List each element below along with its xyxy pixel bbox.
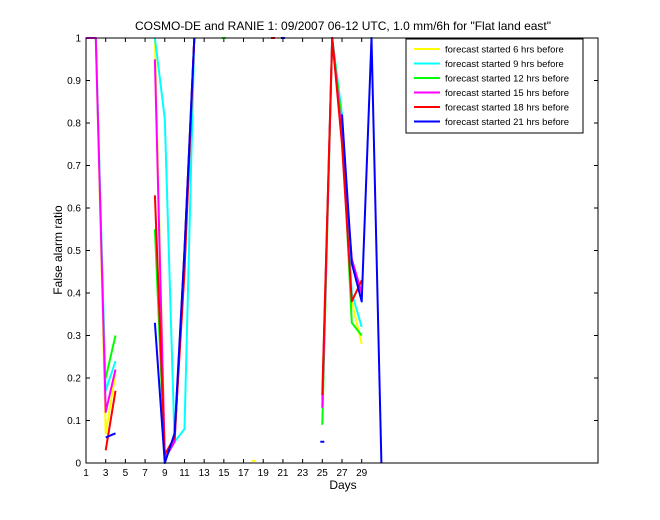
legend-entry: forecast started 15 hrs before	[445, 88, 569, 99]
x-tick-label: 27	[336, 468, 348, 479]
x-tick-label: 7	[142, 468, 148, 479]
legend-entry: forecast started 12 hrs before	[445, 74, 569, 85]
legend-entry: forecast started 18 hrs before	[445, 103, 569, 114]
series-line	[104, 335, 117, 379]
legend-entry: forecast started 21 hrs before	[445, 117, 569, 128]
x-tick-label: 1	[83, 468, 89, 479]
plot-area	[86, 37, 383, 464]
x-tick-label: 25	[317, 468, 329, 479]
ticks: 1 3 5 7 9 11 13 15 17 19 21 23 25 27 2900.10.20.30.40.…	[67, 34, 598, 479]
series-line	[104, 390, 117, 451]
legend: forecast started 6 hrs before forecast st…	[405, 38, 584, 134]
x-tick-label: 23	[297, 468, 309, 479]
series-line	[153, 37, 196, 464]
x-tick-label: 11	[179, 468, 190, 479]
series-line	[341, 37, 383, 464]
x-tick-label: 3	[103, 468, 109, 479]
y-tick-label: 0.8	[67, 119, 81, 130]
series-line	[105, 432, 116, 439]
series-line	[321, 37, 363, 396]
y-axis-label: False alarm ratio	[51, 205, 65, 295]
y-tick-label: 0.1	[67, 416, 81, 427]
axes-box	[85, 37, 599, 464]
y-tick-label: 0.6	[67, 204, 81, 215]
x-tick-label: 29	[356, 468, 368, 479]
y-tick-label: 0.7	[67, 161, 81, 172]
chart-title: COSMO-DE and RANIE 1: 09/2007 06-12 UTC,…	[135, 19, 551, 33]
x-tick-label: 13	[199, 468, 211, 479]
y-tick-label: 0.5	[67, 246, 81, 257]
y-tick-label: 0	[75, 459, 81, 470]
y-tick-label: 0.4	[67, 289, 81, 300]
y-tick-label: 1	[75, 34, 81, 45]
y-tick-label: 0.2	[67, 374, 81, 385]
x-tick-label: 15	[218, 468, 230, 479]
y-tick-label: 0.9	[67, 76, 81, 87]
legend-box	[405, 38, 584, 134]
y-tick-label: 0.3	[67, 331, 81, 342]
x-tick-label: 17	[238, 468, 250, 479]
x-tick-label: 5	[123, 468, 129, 479]
x-axis-label: Days	[329, 478, 356, 492]
legend-entry: forecast started 9 hrs before	[445, 59, 564, 70]
x-tick-label: 19	[258, 468, 270, 479]
x-tick-label: 9	[162, 468, 168, 479]
x-tick-label: 21	[277, 468, 289, 479]
legend-entry: forecast started 6 hrs before	[445, 45, 564, 56]
